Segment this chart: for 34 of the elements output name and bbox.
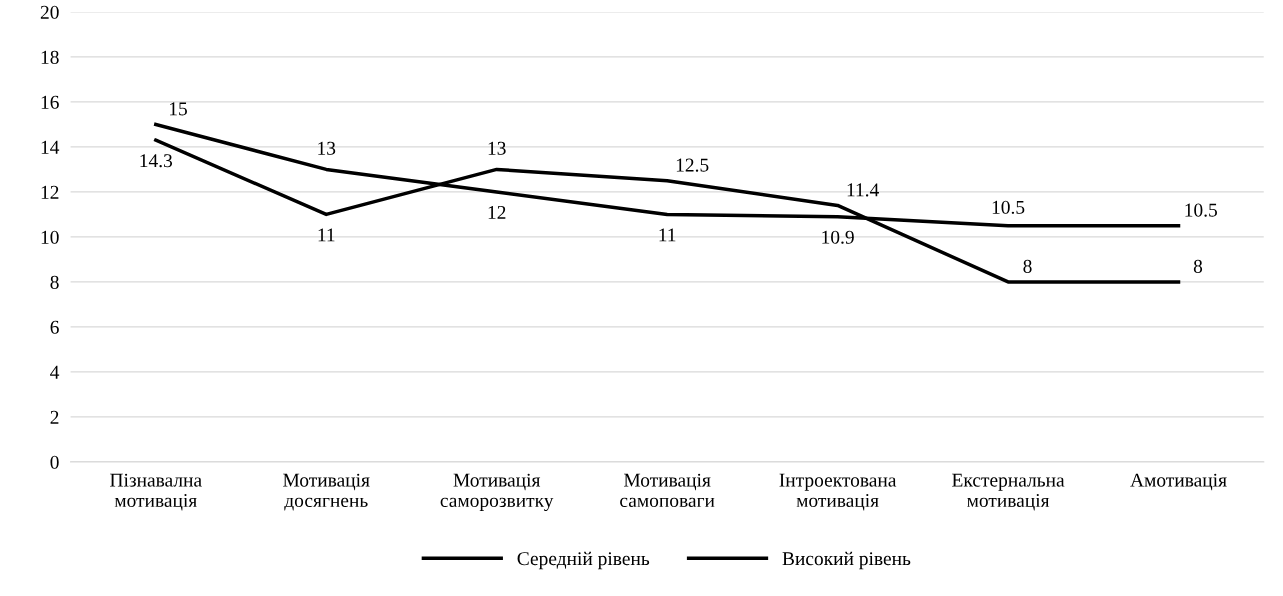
- x-tick-label: Екстернальна мотивація: [952, 473, 1065, 511]
- y-tick-label: 4: [50, 365, 60, 379]
- data-label: 10.5: [1185, 203, 1217, 217]
- y-tick-label: 20: [40, 5, 59, 19]
- data-label: 13: [318, 141, 336, 155]
- data-label: 11: [318, 228, 335, 242]
- y-tick-label: 10: [41, 230, 59, 244]
- legend-label: Середній рівень: [517, 551, 650, 570]
- x-tick-label: Мотивація самоповаги: [620, 473, 715, 508]
- data-label: 11: [659, 228, 676, 242]
- y-tick-label: 8: [50, 275, 59, 289]
- y-tick-label: 18: [41, 50, 59, 64]
- x-tick-label: Інтроектована мотивація: [779, 473, 897, 511]
- y-tick-label: 0: [50, 455, 59, 469]
- data-label: 10.9: [822, 230, 854, 244]
- y-tick-label: 16: [41, 95, 59, 109]
- x-tick-label: Пізнавална мотивація: [110, 473, 202, 511]
- y-tick-label: 6: [50, 320, 59, 334]
- y-tick-label: 12: [41, 185, 59, 199]
- y-tick-label: 2: [50, 410, 59, 424]
- data-label: 15: [170, 102, 187, 116]
- data-label: 10.5: [992, 200, 1025, 214]
- x-tick-label: Мотивація саморозвитку: [440, 473, 554, 512]
- x-tick-label: Мотивація досягнень: [283, 473, 370, 511]
- data-label: 8: [1023, 259, 1032, 273]
- data-label: 14.3: [140, 154, 173, 168]
- data-label: 8: [1193, 259, 1203, 273]
- data-label: 13: [488, 141, 506, 155]
- data-label: 12: [488, 205, 506, 219]
- y-tick-label: 14: [41, 140, 60, 154]
- data-label: 11.4: [847, 183, 879, 197]
- legend-label: Високий рівень: [782, 551, 911, 570]
- x-tick-label: Амотивація: [1130, 473, 1227, 491]
- data-label: 12.5: [676, 158, 709, 172]
